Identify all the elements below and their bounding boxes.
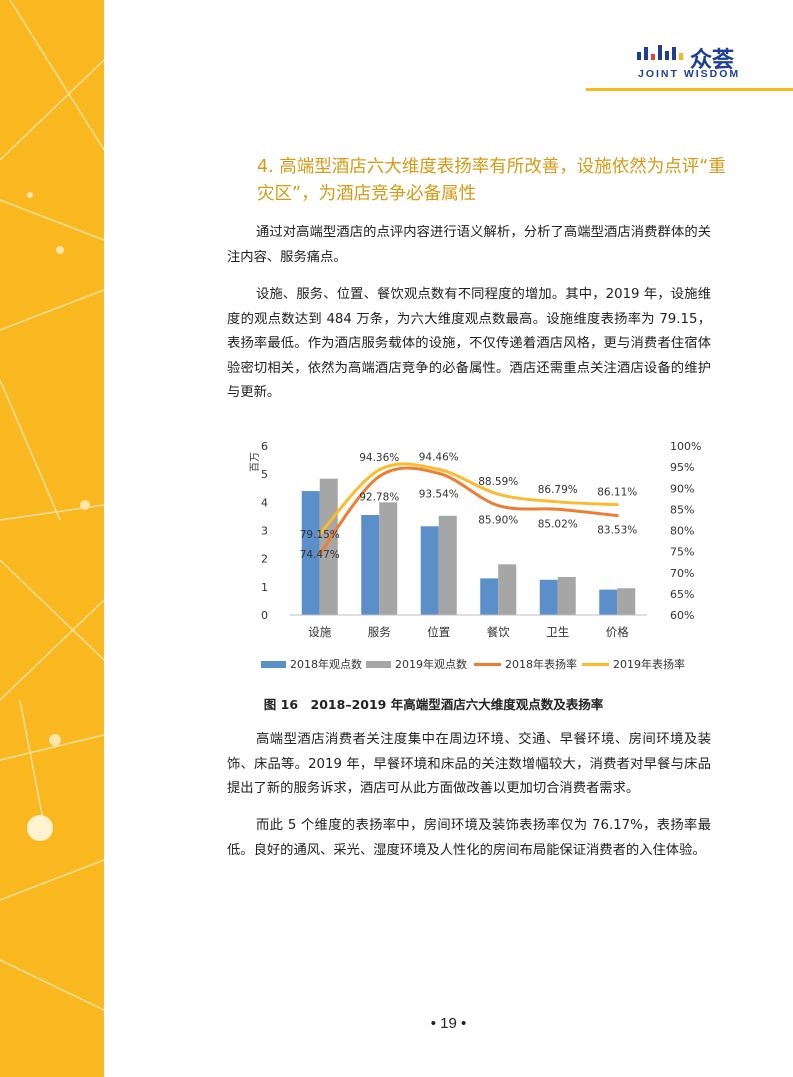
data-label-2019-rate: 94.36% (359, 452, 399, 464)
y-tick-label: 4 (261, 496, 268, 509)
y2-tick-label: 60% (670, 609, 694, 622)
right-axis: 60% 65% 70% 75% 80% 85% 90% 95% 100% (670, 440, 701, 622)
paragraph-intro: 通过对高端型酒店的点评内容进行语义解析，分析了高端型酒店消费群体的关注内容、服务… (227, 225, 711, 265)
bar-2018 (539, 579, 558, 615)
y2-tick-label: 100% (670, 440, 701, 453)
y-tick-label: 3 (261, 525, 268, 538)
legend-swatch-line-yellow (582, 662, 609, 666)
network-pattern (0, 0, 104, 1011)
paragraph-focus: 高端型酒店消费者关注度集中在周边环境、交通、早餐环境、房间环境及装饰、床品等。2… (227, 732, 711, 796)
y2-tick-label: 70% (670, 567, 694, 580)
x-tick-label: 服务 (368, 625, 391, 639)
line-2019-rate (318, 462, 619, 536)
page-number: • 19 • (430, 1015, 467, 1032)
y-tick-label: 5 (261, 468, 268, 481)
legend-label: 2019年表扬率 (613, 658, 685, 671)
bar-series (301, 478, 636, 615)
bar-2018 (361, 515, 380, 615)
category-axis: 设施 服务 位置 餐饮 卫生 价格 (290, 614, 647, 639)
data-label-2018-rate: 83.53% (597, 525, 637, 537)
y2-tick-label: 85% (670, 503, 694, 516)
legend-label: 2018年表扬率 (505, 658, 577, 671)
bar-2018 (480, 578, 499, 615)
x-tick-label: 卫生 (546, 625, 569, 639)
decorative-sidebar (0, 0, 104, 1077)
paragraph-praise-rate: 而此 5 个维度的表扬率中，房间环境及装饰表扬率仅为 76.17%，表扬率最低。… (227, 818, 711, 858)
x-tick-label: 设施 (308, 625, 331, 639)
paragraph-dimensions: 设施、服务、位置、餐饮观点数有不同程度的增加。其中，2019 年，设施维度的观点… (227, 287, 711, 400)
data-label-2019-rate: 79.15% (300, 529, 340, 541)
bar-2018 (420, 526, 439, 615)
data-label-2018-rate: 74.47% (300, 549, 340, 561)
legend-swatch-bar-gray (366, 660, 391, 668)
legend-label: 2019年观点数 (395, 658, 467, 671)
bar-2018 (301, 491, 320, 615)
y2-tick-label: 80% (670, 525, 694, 538)
bar-2019 (617, 588, 636, 615)
legend-item-2018-rate: 2018年表扬率 (474, 656, 577, 672)
y-tick-label: 1 (261, 581, 268, 594)
legend-label: 2018年观点数 (290, 658, 362, 671)
data-label-2019-rate: 94.46% (419, 451, 459, 463)
line-series (318, 462, 619, 556)
data-label-2019-rate: 86.11% (597, 487, 637, 499)
y-tick-label: 2 (261, 553, 268, 566)
logo-chinese-text: 众荟 (690, 48, 735, 73)
x-tick-label: 价格 (606, 625, 629, 639)
y2-tick-label: 65% (670, 588, 694, 601)
data-label-2019-rate: 88.59% (478, 476, 518, 488)
logo-english-text: JOINT WISDOM (638, 68, 741, 80)
y-tick-label: 0 (261, 609, 268, 622)
y-tick-label: 6 (261, 440, 268, 453)
data-label-2019-rate: 86.79% (538, 484, 578, 496)
y2-tick-label: 95% (670, 461, 694, 474)
y2-tick-label: 75% (670, 546, 694, 559)
bar-2019 (557, 576, 576, 615)
bar-2019 (319, 478, 338, 615)
bar-2019 (498, 564, 517, 615)
legend-item-2019-count: 2019年观点数 (366, 656, 467, 672)
y2-tick-label: 90% (670, 482, 694, 495)
legend-swatch-line-orange (474, 662, 501, 666)
bar-2018 (599, 589, 618, 615)
data-labels: 79.15% 94.36% 94.46% 88.59% 86.79% 86.11% 74.4… (300, 451, 638, 560)
data-label-2018-rate: 93.54% (419, 488, 459, 500)
header-rule (586, 88, 793, 91)
figure-caption: 图 16 2018–2019 年高端型酒店六大维度观点数及表扬率 (263, 697, 604, 712)
bar-2019 (379, 502, 398, 615)
legend-item-2018-count: 2018年观点数 (261, 656, 362, 672)
data-label-2018-rate: 85.90% (478, 515, 518, 527)
left-axis: 0 1 2 3 4 5 6 (261, 440, 268, 622)
x-tick-label: 位置 (427, 625, 450, 639)
legend-item-2019-rate: 2019年表扬率 (582, 656, 685, 672)
data-label-2018-rate: 92.78% (359, 492, 399, 504)
brand-logo: 众荟 JOINT WISDOM (636, 42, 793, 92)
line-2018-rate (318, 466, 619, 556)
logo-mark-icon (637, 45, 683, 60)
section-heading: 4. 高端型酒店六大维度表扬率有所改善，设施依然为点评“重灾区”，为酒店竞争必备… (257, 157, 726, 204)
legend-swatch-bar-blue (261, 660, 286, 668)
bar-2019 (438, 515, 457, 615)
y-axis-title: 百万 (249, 452, 261, 472)
x-tick-label: 餐饮 (487, 625, 510, 639)
dimension-chart: 0 1 2 3 4 5 6 60% 65% 70% 75% 80% 85% 90% 95% 100% 设施 服… (249, 440, 701, 639)
data-label-2018-rate: 85.02% (538, 518, 578, 530)
